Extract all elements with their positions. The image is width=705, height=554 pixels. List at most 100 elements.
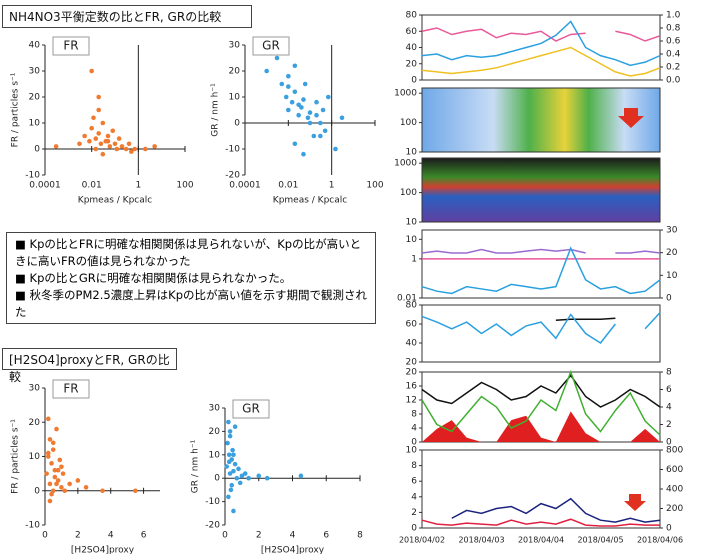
y2-tick-label: 4 <box>666 403 672 413</box>
point <box>93 146 99 152</box>
point <box>119 144 125 149</box>
point <box>279 81 285 87</box>
point <box>123 146 129 152</box>
x-tick-label: 2 <box>256 531 262 541</box>
x-tick-label: 8 <box>357 531 363 541</box>
point <box>116 136 122 141</box>
y2-tick-label: 0.6 <box>666 37 681 47</box>
point <box>227 433 233 439</box>
point <box>91 115 96 121</box>
panel-label-box <box>52 36 90 56</box>
point <box>110 128 116 134</box>
y-tick-label: 100 <box>400 188 417 198</box>
point <box>242 471 248 476</box>
point <box>318 133 323 139</box>
point <box>100 488 105 494</box>
point <box>54 481 59 487</box>
point <box>143 146 148 152</box>
y2-tick-label: 200 <box>666 504 683 514</box>
point <box>57 457 63 463</box>
y2-tick-label: 800 <box>666 446 683 456</box>
y-tick-label: 20 <box>229 67 241 77</box>
y-tick-label: 4 <box>411 492 417 502</box>
y2-tick-label: 0 <box>666 438 672 448</box>
y-tick-label: 20 <box>29 418 41 428</box>
point <box>62 488 68 494</box>
bullet: Kpの比とGRに明確な相関関係は見られなかった。 <box>15 270 367 287</box>
y-tick-label: 30 <box>229 41 241 51</box>
panel-label: FR <box>63 39 78 53</box>
point <box>59 464 64 470</box>
line <box>615 30 661 42</box>
y-tick-label: 40 <box>406 43 418 53</box>
bullet-box: Kpの比とFRに明確な相関関係は見られないが、Kpの比が高いときに高いFRの値は… <box>6 232 376 324</box>
point <box>53 144 59 149</box>
y-tick-label: 1000 <box>394 89 417 99</box>
panel-label: FR <box>63 382 78 396</box>
y-tick-label: 10 <box>29 119 41 129</box>
y-axis-label: GR / nm h⁻¹ <box>211 83 221 137</box>
y-tick-label: 0.01 <box>397 294 417 304</box>
point <box>298 473 304 479</box>
heading: NH4NO3平衡定数の比とFR, GRの比較 <box>2 5 252 28</box>
heatmap <box>421 87 661 153</box>
y-tick-label: 60 <box>406 320 418 330</box>
y-tick-label: 10 <box>406 218 418 228</box>
arrow <box>624 494 646 511</box>
y-tick-label: -10 <box>25 171 40 181</box>
point <box>333 146 338 152</box>
panel-label-box <box>232 399 270 419</box>
x-tick-label: 0.0001 <box>229 181 261 191</box>
y2-tick-label: 0 <box>666 524 672 534</box>
point <box>225 440 230 446</box>
x-tick-label: 6 <box>323 531 329 541</box>
plot-frame <box>421 14 661 81</box>
point <box>286 107 291 113</box>
point <box>289 99 295 105</box>
bullet: Kpの比とFRに明確な相関関係は見られないが、Kpの比が高いときに高いFRの値は… <box>15 236 367 270</box>
x-tick-label: 2018/04/02 <box>399 536 445 545</box>
x-tick-label: 2018/04/05 <box>577 536 623 545</box>
line <box>421 27 586 42</box>
point <box>292 141 298 147</box>
y2-tick-label: 400 <box>666 485 683 495</box>
y-tick-label: 20 <box>209 427 221 437</box>
point <box>59 485 64 490</box>
heading: [H2SO4]proxyとFR, GRの比較 <box>2 348 177 384</box>
point <box>232 424 238 430</box>
y-tick-label: 10 <box>406 235 418 245</box>
heatmap <box>421 157 661 223</box>
line <box>421 20 661 67</box>
point <box>302 81 308 87</box>
point <box>129 149 134 154</box>
point <box>47 498 53 504</box>
point <box>55 467 61 473</box>
y-tick-label: 20 <box>406 358 418 368</box>
y-tick-label: 0 <box>34 486 40 496</box>
point <box>54 426 59 432</box>
plot-frame <box>421 449 661 529</box>
y-tick-label: 10 <box>29 452 41 462</box>
point <box>52 474 58 480</box>
x-tick-label: 2018/04/06 <box>637 536 683 545</box>
point <box>296 112 301 118</box>
y2-tick-label: 0.4 <box>666 50 681 60</box>
point <box>237 480 243 486</box>
y-tick-label: 100 <box>400 118 417 128</box>
point <box>326 94 331 100</box>
point <box>96 107 101 113</box>
point <box>55 478 61 483</box>
x-tick-label: 2018/04/03 <box>458 536 504 545</box>
point <box>77 141 82 147</box>
point <box>232 461 238 467</box>
point <box>126 141 132 147</box>
x-tick-label: 1 <box>329 181 335 191</box>
point <box>292 89 298 95</box>
point <box>296 102 301 108</box>
y-tick-label: 6 <box>411 477 417 487</box>
line <box>451 497 661 523</box>
y-tick-label: -10 <box>205 497 220 507</box>
point <box>301 151 306 157</box>
y-tick-label: -20 <box>205 521 220 531</box>
y2-tick-label: 20 <box>666 248 678 258</box>
